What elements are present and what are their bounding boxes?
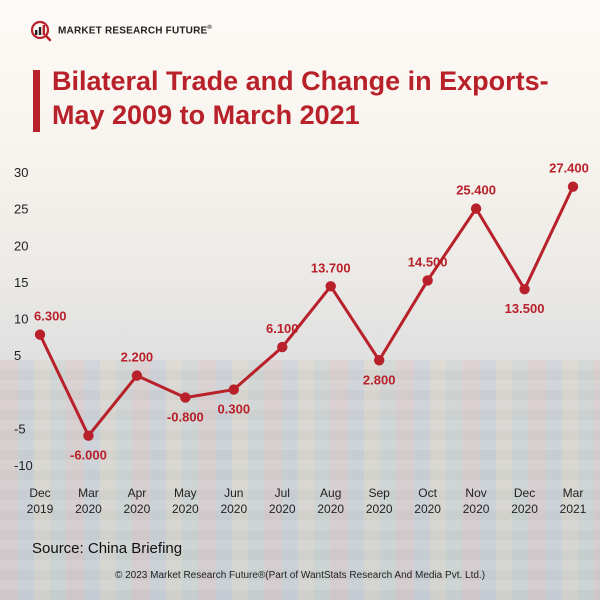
data-label: 25.400	[456, 183, 496, 198]
x-tick-label: May 2020	[172, 486, 199, 516]
x-tick-label: Mar 2021	[560, 486, 587, 516]
data-label: 27.400	[549, 161, 589, 176]
data-label: 6.300	[34, 309, 67, 324]
x-tick-label: Sep 2020	[366, 486, 393, 516]
data-point	[373, 355, 385, 366]
data-point	[325, 281, 336, 292]
x-tick-label: Aug 2020	[317, 486, 344, 516]
data-point	[567, 181, 579, 192]
x-tick-label: Dec 2020	[511, 486, 538, 516]
y-tick-label: -10	[14, 458, 33, 473]
data-point	[422, 275, 433, 286]
data-point	[228, 384, 240, 395]
series-line	[38, 186, 575, 438]
x-tick-label: Oct 2020	[414, 486, 441, 516]
y-tick-label: -5	[14, 421, 26, 436]
y-tick-label: 20	[14, 238, 28, 253]
data-label: 6.100	[266, 321, 299, 336]
page-title: Bilateral Trade and Change in Exports- M…	[52, 66, 549, 130]
logo-icon	[30, 20, 52, 42]
data-point	[34, 329, 46, 340]
y-tick-label: 15	[14, 275, 28, 290]
data-point	[83, 430, 94, 441]
x-tick-label: Jul 2020	[269, 486, 296, 516]
y-tick-label: 25	[14, 202, 28, 217]
y-tick-label: 30	[14, 165, 28, 180]
data-point	[519, 284, 530, 295]
data-label: 13.700	[311, 260, 351, 275]
y-tick-label: 5	[14, 348, 21, 363]
title-accent-bar	[33, 70, 40, 132]
data-point	[131, 370, 143, 381]
data-label: 2.800	[363, 372, 396, 387]
x-tick-label: Mar 2020	[75, 486, 102, 516]
x-tick-label: Jun 2020	[220, 486, 247, 516]
data-label: 0.300	[218, 402, 251, 417]
background-container-yard	[0, 360, 600, 600]
data-label: 13.500	[505, 301, 545, 316]
copyright-note: © 2023 Market Research Future®(Part of W…	[114, 570, 486, 581]
data-label: -0.800	[167, 410, 204, 425]
x-tick-label: Apr 2020	[124, 486, 151, 516]
data-label: 2.200	[121, 350, 154, 365]
y-tick-label: 10	[14, 312, 28, 327]
x-tick-label: Nov 2020	[463, 486, 490, 516]
data-point	[277, 341, 288, 353]
data-label: -6.000	[70, 448, 107, 463]
source-note: Source: China Briefing	[32, 540, 183, 557]
brand-name: MARKET RESEARCH FUTURE®	[58, 25, 213, 37]
x-tick-label: Dec 2019	[27, 486, 54, 516]
data-point	[470, 203, 482, 214]
brand-logo: MARKET RESEARCH FUTURE®	[30, 20, 212, 42]
data-label: 14.500	[408, 254, 448, 269]
data-point	[180, 392, 191, 403]
